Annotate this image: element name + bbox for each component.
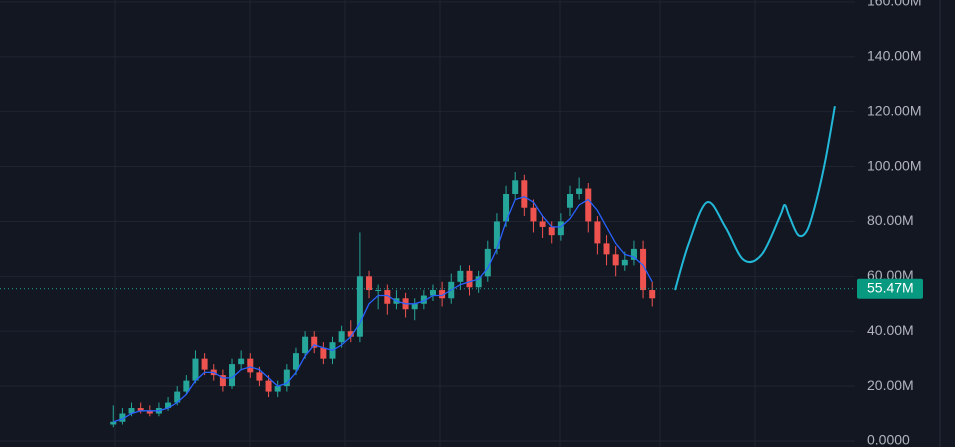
y-tick-label: 0.0000 bbox=[867, 432, 910, 447]
y-tick-label: 20.00M bbox=[867, 377, 914, 393]
candle-body bbox=[192, 358, 199, 381]
candle-body bbox=[539, 221, 546, 227]
candle-body bbox=[475, 276, 482, 288]
candle-body bbox=[320, 347, 327, 359]
candle-body bbox=[302, 336, 309, 354]
candle-body bbox=[283, 369, 290, 387]
candle-body bbox=[174, 391, 181, 403]
last-price-label: 55.47M bbox=[867, 279, 914, 295]
last-price-box bbox=[857, 278, 923, 299]
candle-body bbox=[548, 226, 555, 236]
candle-body bbox=[201, 358, 208, 370]
candle-body bbox=[338, 331, 345, 343]
candle-body bbox=[512, 180, 519, 195]
candle-body bbox=[165, 402, 172, 409]
candle-body bbox=[557, 221, 564, 236]
candle-body bbox=[640, 248, 647, 291]
y-tick-label: 120.00M bbox=[867, 102, 921, 118]
candle-body bbox=[311, 336, 318, 348]
candle-body bbox=[429, 290, 436, 296]
y-tick-label: 80.00M bbox=[867, 212, 914, 228]
candle-body bbox=[567, 194, 573, 208]
candle-body bbox=[256, 372, 263, 381]
candle-body bbox=[292, 353, 299, 370]
candle-body bbox=[630, 248, 637, 260]
candle-body bbox=[183, 380, 190, 392]
candle-body bbox=[229, 364, 236, 387]
candle-body bbox=[146, 410, 153, 414]
candle-body bbox=[621, 259, 628, 266]
candle-body bbox=[521, 180, 528, 208]
y-tick-label: 40.00M bbox=[867, 322, 914, 338]
candle-body bbox=[585, 188, 592, 222]
candle-body bbox=[219, 375, 226, 387]
candle-body bbox=[375, 290, 382, 292]
candle-body bbox=[439, 290, 446, 299]
y-tick-label: 160.00M bbox=[867, 0, 921, 9]
candle-body bbox=[484, 248, 491, 277]
candle-body bbox=[119, 413, 126, 422]
candle-body bbox=[457, 270, 464, 282]
candle-body bbox=[265, 380, 272, 392]
candle-body bbox=[110, 421, 117, 425]
candle-body bbox=[603, 243, 610, 255]
candle-body bbox=[128, 408, 135, 414]
candle-body bbox=[366, 276, 373, 291]
candle-body bbox=[347, 331, 354, 337]
candle-body bbox=[411, 303, 418, 310]
candle-body bbox=[503, 194, 510, 222]
candle-body bbox=[576, 188, 583, 195]
candle-body bbox=[384, 290, 391, 304]
y-tick-label: 140.00M bbox=[867, 48, 921, 64]
moving-average bbox=[113, 195, 653, 423]
candle-body bbox=[356, 276, 363, 337]
candle-body bbox=[137, 408, 144, 411]
vertical-grid bbox=[114, 0, 756, 447]
candle-body bbox=[274, 386, 281, 392]
candle-body bbox=[466, 270, 473, 288]
candle-body bbox=[493, 221, 500, 249]
y-tick-label: 100.00M bbox=[867, 157, 921, 173]
candle-body bbox=[649, 290, 656, 299]
candle-body bbox=[420, 295, 427, 304]
candle-body bbox=[238, 358, 245, 365]
candle-body bbox=[612, 254, 619, 266]
forecast-line bbox=[674, 106, 836, 291]
candle-body bbox=[594, 221, 601, 244]
candle-body bbox=[247, 358, 254, 373]
candle-body bbox=[530, 207, 537, 222]
